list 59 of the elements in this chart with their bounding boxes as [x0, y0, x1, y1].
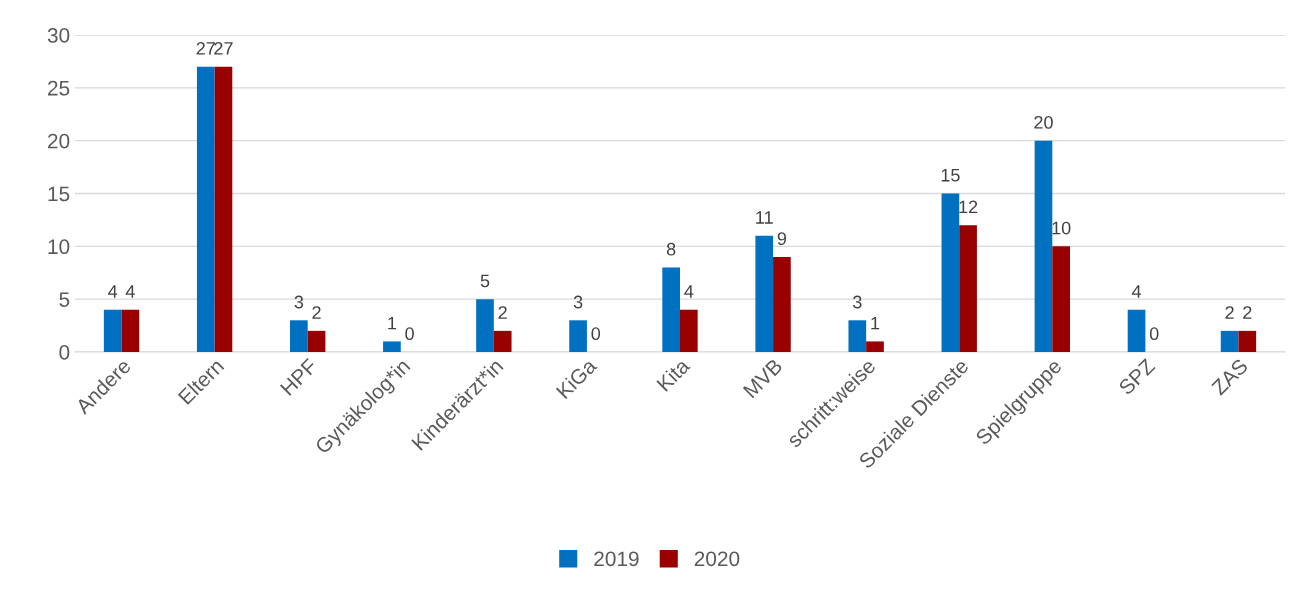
data-label: 10 — [1052, 221, 1071, 235]
bar — [1127, 309, 1146, 352]
data-label: 2 — [498, 306, 507, 319]
data-label: 1 — [871, 316, 880, 330]
data-label: 9 — [777, 232, 787, 245]
data-label: 0 — [405, 327, 414, 341]
bar — [755, 235, 774, 352]
data-label: 2 — [1225, 306, 1234, 319]
bar — [1238, 330, 1257, 352]
legend-label: 2019 — [594, 551, 639, 567]
bar — [848, 320, 867, 352]
bar — [866, 341, 884, 352]
y-tick-label: 30 — [47, 28, 70, 43]
data-label: 0 — [1149, 327, 1159, 341]
bar — [569, 320, 587, 352]
y-tick-label: 25 — [48, 80, 70, 96]
y-tick-label: 15 — [48, 186, 70, 202]
data-label: 3 — [294, 295, 304, 309]
data-label: 1 — [388, 316, 397, 330]
data-label: 20 — [1034, 115, 1053, 129]
bar — [196, 66, 215, 352]
bar — [1052, 246, 1070, 352]
bar — [1220, 330, 1239, 352]
y-tick-label: 20 — [48, 133, 70, 149]
y-tick-label: 5 — [59, 292, 70, 307]
data-label: 3 — [573, 295, 583, 309]
bar — [493, 330, 512, 352]
data-label: 4 — [1131, 285, 1142, 298]
data-label: 4 — [108, 285, 118, 298]
bar — [121, 309, 140, 352]
bar — [773, 256, 791, 352]
data-label: 12 — [959, 200, 978, 214]
legend-label: 2020 — [694, 551, 740, 567]
bar — [307, 330, 326, 352]
bar — [383, 341, 401, 352]
bar — [103, 309, 122, 352]
bar — [476, 299, 494, 352]
data-label: 0 — [591, 327, 601, 341]
bar — [290, 320, 308, 352]
data-label: 27 — [214, 42, 233, 55]
data-label: 8 — [666, 242, 676, 256]
data-label: 27 — [196, 42, 215, 55]
data-label: 15 — [941, 169, 960, 182]
x-tick-label: Kita — [655, 356, 691, 392]
bar — [959, 225, 977, 352]
data-label: 4 — [125, 285, 135, 298]
data-label: 2 — [1243, 306, 1252, 319]
bar — [941, 193, 960, 352]
bar — [214, 66, 233, 352]
data-label: 11 — [756, 211, 773, 224]
y-tick-label: 10 — [48, 239, 70, 255]
bar — [680, 309, 698, 352]
bar — [1034, 140, 1053, 352]
data-label: 5 — [480, 274, 490, 288]
y-tick-label: 0 — [59, 345, 70, 360]
data-label: 4 — [684, 285, 694, 298]
data-label: 2 — [312, 306, 321, 319]
bar — [662, 267, 680, 352]
data-label: 3 — [852, 295, 862, 309]
